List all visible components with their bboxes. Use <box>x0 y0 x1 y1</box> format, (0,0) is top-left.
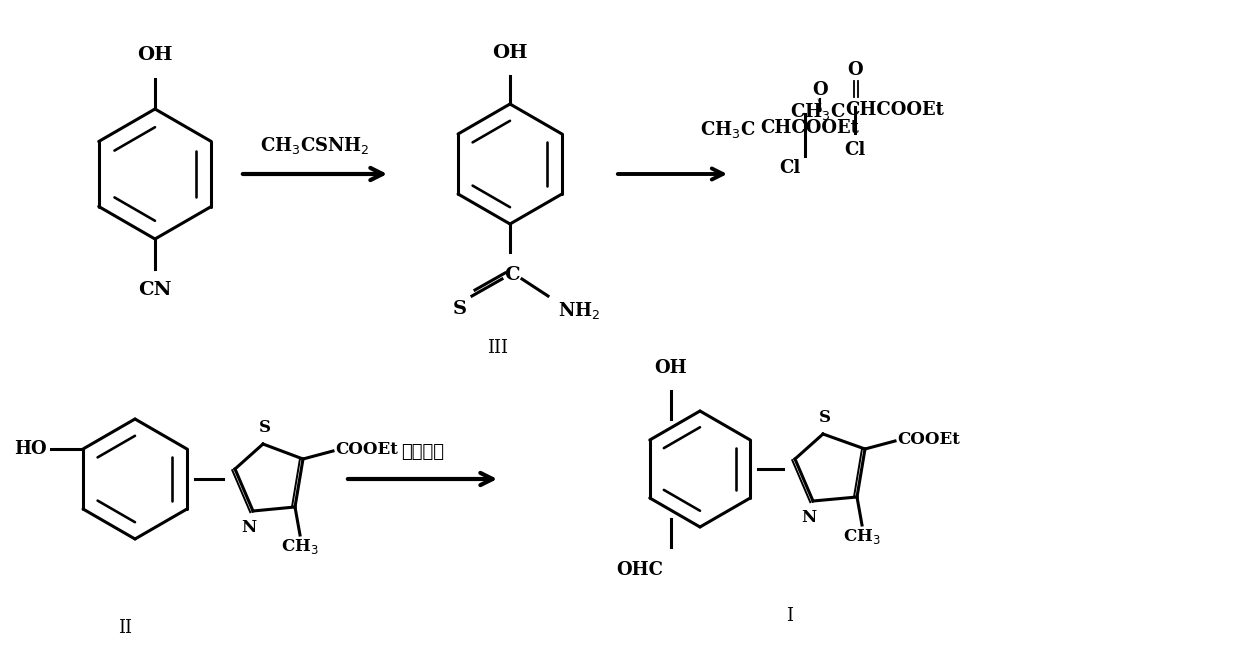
Text: 乌洛托品: 乌洛托品 <box>401 443 445 461</box>
Text: N: N <box>802 509 816 526</box>
Text: S: S <box>453 300 467 318</box>
Text: O: O <box>813 81 827 99</box>
Text: OH: OH <box>137 46 173 64</box>
Text: COOEt: COOEt <box>897 430 960 447</box>
Text: N: N <box>241 519 257 536</box>
Text: CH$_3$CSNH$_2$: CH$_3$CSNH$_2$ <box>261 135 369 156</box>
Text: NH$_2$: NH$_2$ <box>558 300 600 321</box>
Text: C: C <box>504 266 520 284</box>
Text: CH$_3$: CH$_3$ <box>844 527 881 546</box>
Text: Cl: Cl <box>779 159 800 177</box>
Text: CHCOOEt: CHCOOEt <box>845 101 944 119</box>
Text: CH$_3$C: CH$_3$C <box>700 119 756 140</box>
Text: I: I <box>787 607 794 625</box>
Text: COOEt: COOEt <box>335 441 398 458</box>
Text: O: O <box>847 61 863 79</box>
Text: CH$_3$C: CH$_3$C <box>790 101 846 122</box>
Text: OH: OH <box>493 44 527 62</box>
Text: HO: HO <box>15 440 47 458</box>
Text: OH: OH <box>655 359 688 377</box>
Text: CH$_3$: CH$_3$ <box>282 537 319 556</box>
Text: III: III <box>488 339 509 357</box>
Text: S: S <box>819 409 831 426</box>
Text: II: II <box>119 619 132 637</box>
Text: Cl: Cl <box>845 141 866 159</box>
Text: CHCOOEt: CHCOOEt <box>760 119 858 137</box>
Text: S: S <box>259 419 270 436</box>
Text: CN: CN <box>138 281 172 299</box>
Text: OHC: OHC <box>616 561 663 579</box>
